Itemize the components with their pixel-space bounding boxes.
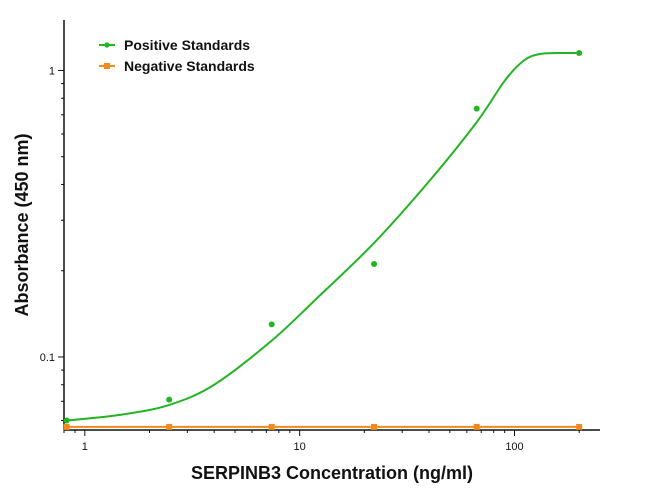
- x-axis-label: SERPINB3 Concentration (ng/ml): [191, 463, 473, 483]
- positive-data-point: [576, 50, 583, 57]
- axes: 1 10 100 0.1 1: [40, 20, 600, 453]
- positive-data-point: [166, 396, 173, 403]
- positive-data-point: [63, 417, 70, 424]
- positive-data-point: [473, 105, 480, 112]
- y-axis-label: Absorbance (450 nm): [12, 133, 32, 316]
- negative-data-point: [371, 423, 378, 430]
- negative-data-point: [63, 423, 70, 430]
- y-tick-label: 0.1: [40, 352, 55, 364]
- negative-data-point: [268, 423, 275, 430]
- legend-marker-positive: [104, 42, 110, 48]
- x-tick-label: 10: [294, 441, 306, 453]
- positive-fit-curve: [66, 51, 580, 422]
- x-tick-label: 100: [505, 441, 523, 453]
- legend: Positive Standards Negative Standards: [99, 37, 255, 74]
- x-tick-label: 1: [82, 441, 88, 453]
- plot-marks: [63, 50, 583, 430]
- legend-marker-negative: [104, 63, 110, 69]
- negative-data-point: [166, 423, 173, 430]
- negative-data-point: [473, 423, 480, 430]
- positive-data-point: [268, 321, 275, 328]
- legend-label-positive: Positive Standards: [124, 37, 250, 53]
- negative-data-point: [576, 423, 583, 430]
- y-tick-label: 1: [49, 65, 55, 77]
- positive-data-point: [371, 261, 378, 268]
- legend-label-negative: Negative Standards: [124, 58, 255, 74]
